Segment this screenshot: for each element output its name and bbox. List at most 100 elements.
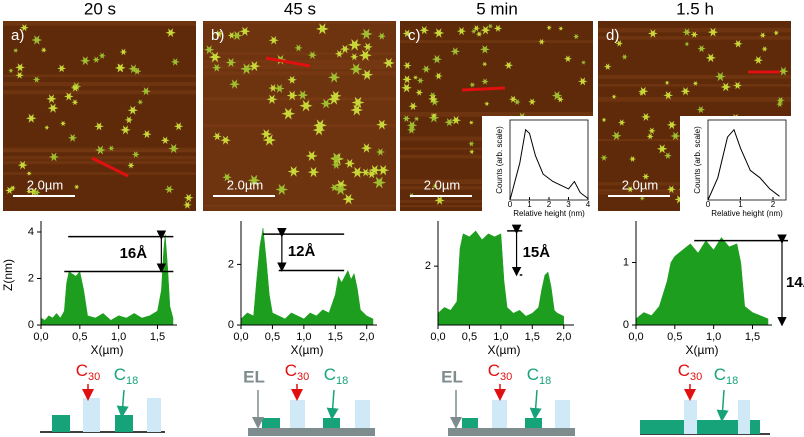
island [406,126,416,134]
island [268,35,279,45]
profile-line [91,156,129,178]
island [509,95,518,103]
c30-label-sub: 30 [690,371,702,383]
island [94,122,104,131]
island [603,63,612,70]
island [629,156,636,162]
island [344,158,355,169]
scan-stripe [203,123,396,128]
c30-domain [738,400,750,434]
island [351,96,365,109]
island [80,56,91,66]
c18-label: C18 [324,365,349,386]
island [402,115,411,123]
island [220,135,231,145]
island [546,25,552,31]
island [684,41,690,47]
scan-stripe [3,21,196,26]
island [247,174,261,186]
island [204,45,215,55]
island [487,23,494,29]
island [329,183,339,192]
scan-stripe [598,35,791,40]
island [47,103,59,113]
island [268,84,278,92]
height-profile [40,234,174,326]
island [482,61,488,67]
island [558,26,564,31]
island [433,28,445,38]
island [340,44,350,54]
island [73,184,80,190]
island [481,78,489,85]
island [320,98,332,109]
c30-domain [492,400,507,428]
c18-label-sub: 18 [126,375,138,387]
island [451,115,462,125]
island [26,171,32,176]
island [663,152,672,160]
island [551,91,563,101]
island [642,173,650,180]
island [428,92,437,99]
island [208,51,222,63]
el-layer [248,428,375,436]
island [127,162,135,169]
c18-domain [525,418,542,428]
x-tick-label: 1,5 [745,331,760,343]
island [281,107,296,120]
island [696,106,706,114]
island [419,26,430,35]
x-axis-label: X(µm) [488,343,521,357]
island [428,94,438,104]
island [164,185,174,194]
c18-label: C18 [714,365,739,386]
island [313,119,327,132]
island [328,72,341,83]
histogram-curve [707,128,780,201]
c18-domain [462,418,478,428]
c30-label-sub: 30 [500,371,512,383]
c18-label-sub: 18 [336,375,348,387]
island [13,48,19,53]
island [667,185,676,194]
island [611,94,617,100]
island [131,151,140,158]
el-label: EL [243,367,265,386]
island [15,63,25,72]
island [361,69,374,80]
scale-bar-label: 2.0µm [622,177,658,192]
x-tick-label: 1,0 [296,331,311,343]
island [641,112,651,121]
island [621,54,628,60]
island [5,186,14,195]
island [479,45,490,54]
island [406,120,418,130]
island [266,94,278,104]
island [183,193,194,202]
inset-y-label: Counts (arb. scale) [495,126,504,194]
island [538,38,545,45]
island [434,195,445,205]
island [361,143,372,153]
histogram-curve [509,128,589,201]
island [46,94,57,104]
island [469,149,475,155]
island [316,23,329,35]
c18-label-sub: 18 [726,375,738,387]
island [92,56,101,63]
y-tick-label: 0 [28,319,34,331]
island [601,117,607,123]
island [375,148,385,156]
c18-domain [323,418,340,428]
island [70,84,80,92]
panel-label: d) [606,27,619,44]
island [260,129,272,139]
island [776,100,784,108]
island [174,122,184,131]
island [15,71,24,79]
c18-label: C18 [527,365,552,386]
x-axis-label: X(µm) [291,343,324,357]
island [421,65,431,73]
